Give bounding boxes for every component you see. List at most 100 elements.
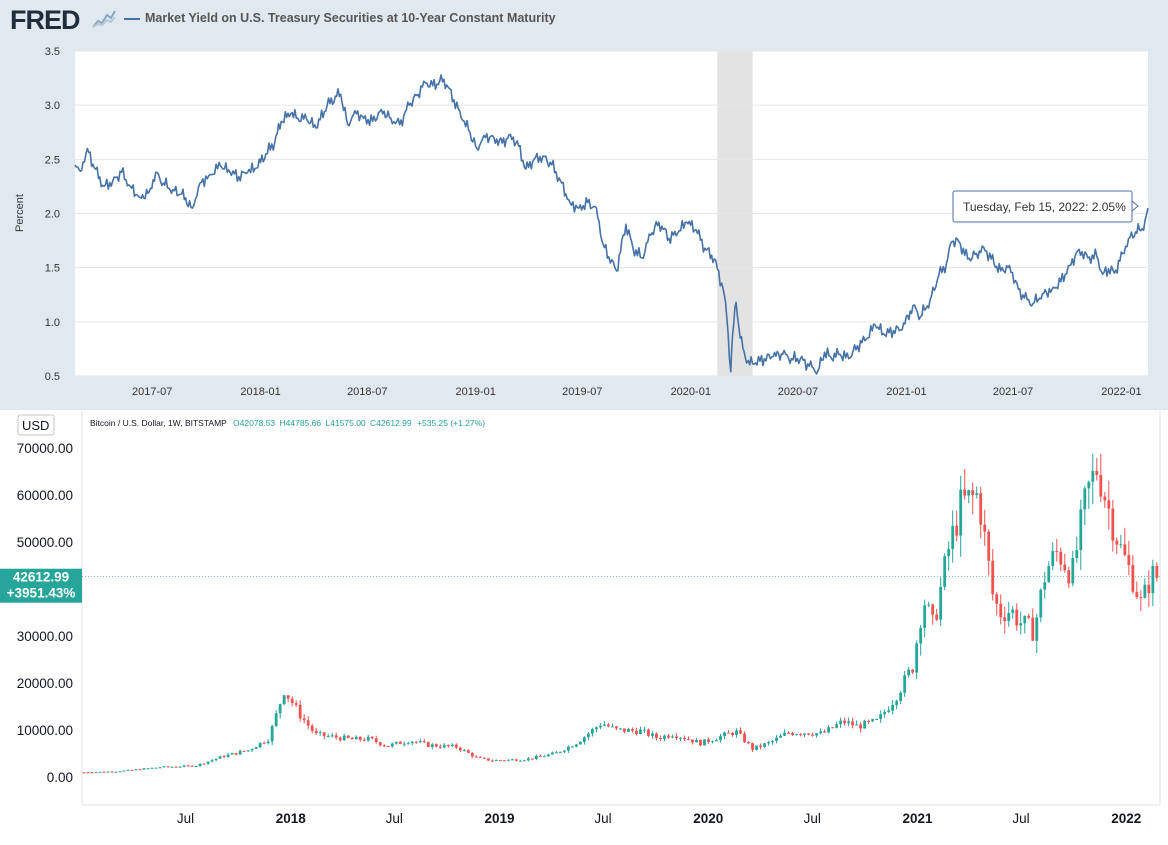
candle[interactable] [1055,538,1059,562]
candle[interactable] [1127,540,1131,576]
candle[interactable] [462,748,466,752]
candle[interactable] [695,738,698,743]
candle[interactable] [174,766,178,768]
candle[interactable] [1051,542,1055,571]
candle[interactable] [354,735,358,740]
candle[interactable] [258,742,262,749]
candle[interactable] [390,742,394,748]
candle[interactable] [478,756,482,758]
candle[interactable] [947,541,951,571]
candle[interactable] [438,744,442,749]
candle[interactable] [611,723,614,728]
candle[interactable] [835,721,839,729]
candle[interactable] [166,765,170,768]
candle[interactable] [1047,561,1051,583]
candle[interactable] [931,603,935,625]
candle[interactable] [1023,615,1027,634]
candle[interactable] [887,706,891,713]
candle[interactable] [795,733,798,736]
candle[interactable] [486,758,490,762]
candle[interactable] [362,737,366,742]
candle[interactable] [522,759,526,762]
candle[interactable] [867,719,871,725]
candle[interactable] [558,751,562,753]
candle[interactable] [675,733,678,741]
candle[interactable] [1103,492,1107,508]
candle[interactable] [751,742,754,752]
candle[interactable] [1039,588,1043,623]
candle[interactable] [607,722,610,728]
candle[interactable] [274,710,278,728]
candle[interactable] [426,741,430,748]
candle[interactable] [566,745,570,753]
candle[interactable] [1031,608,1035,642]
candle[interactable] [246,750,250,752]
candle[interactable] [446,744,450,748]
candle[interactable] [82,772,86,774]
candle[interactable] [1011,606,1015,619]
candle[interactable] [999,594,1003,625]
candle[interactable] [414,741,418,744]
candle[interactable] [743,731,746,743]
candle[interactable] [771,740,774,745]
candle[interactable] [346,735,350,739]
candle[interactable] [667,734,670,739]
candle[interactable] [474,755,478,758]
candle[interactable] [534,754,538,761]
candle[interactable] [811,732,814,737]
candle[interactable] [298,700,302,722]
candle[interactable] [1143,578,1147,599]
candle[interactable] [815,732,818,738]
candle[interactable] [659,735,662,741]
candle[interactable] [603,720,606,727]
candle[interactable] [490,759,494,762]
candle[interactable] [250,748,254,753]
candle[interactable] [1003,606,1007,634]
candle[interactable] [763,742,766,748]
candle[interactable] [370,736,374,740]
candle[interactable] [1131,555,1135,594]
candle[interactable] [470,752,474,759]
candle[interactable] [843,717,847,726]
candle[interactable] [170,766,174,768]
candle[interactable] [358,736,362,742]
candle[interactable] [98,771,102,773]
candle[interactable] [627,727,630,732]
candle[interactable] [1071,550,1075,587]
candle[interactable] [194,765,198,768]
candle[interactable] [735,728,738,738]
candle[interactable] [182,764,186,768]
candle[interactable] [1107,480,1111,530]
candle[interactable] [158,766,162,769]
candle[interactable] [831,726,834,729]
candle[interactable] [799,733,802,737]
candle[interactable] [711,740,714,744]
candle[interactable] [1059,547,1063,572]
candle[interactable] [230,752,234,755]
candle[interactable] [450,743,454,747]
candle[interactable] [122,770,126,772]
candle[interactable] [855,720,859,726]
candle[interactable] [951,510,955,563]
candle[interactable] [615,725,618,731]
candle[interactable] [126,769,130,771]
candle[interactable] [883,709,887,718]
candle[interactable] [1095,457,1099,481]
candle[interactable] [1035,613,1039,654]
candle[interactable] [971,482,975,515]
candle[interactable] [498,759,502,762]
candle[interactable] [995,591,999,616]
candle[interactable] [406,741,410,745]
fred-logo[interactable]: FRED [10,5,80,35]
candle[interactable] [1139,590,1143,612]
candle[interactable] [350,736,354,740]
candle[interactable] [1075,536,1079,564]
candle[interactable] [378,741,382,747]
candle[interactable] [859,721,863,733]
candle[interactable] [967,489,971,504]
candle[interactable] [651,731,654,739]
candle[interactable] [510,758,514,761]
candle[interactable] [86,772,90,774]
candle[interactable] [895,699,899,710]
candle[interactable] [374,735,378,744]
